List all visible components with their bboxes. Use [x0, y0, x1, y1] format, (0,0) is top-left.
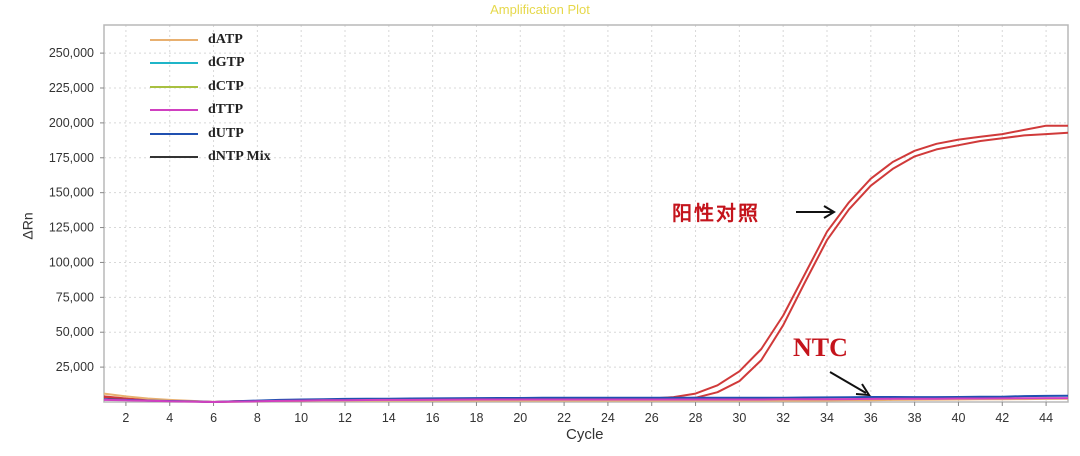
svg-text:16: 16 [426, 411, 440, 425]
svg-text:34: 34 [820, 411, 834, 425]
svg-text:30: 30 [732, 411, 746, 425]
svg-text:32: 32 [776, 411, 790, 425]
svg-text:28: 28 [689, 411, 703, 425]
svg-text:40: 40 [952, 411, 966, 425]
x-axis-label: Cycle [566, 426, 604, 443]
legend-label: dTTP [208, 102, 244, 118]
svg-text:6: 6 [210, 411, 217, 425]
legend-swatch [150, 156, 198, 159]
svg-text:8: 8 [254, 411, 261, 425]
svg-text:25,000: 25,000 [56, 360, 94, 374]
svg-text:38: 38 [908, 411, 922, 425]
svg-text:42: 42 [995, 411, 1009, 425]
svg-text:100,000: 100,000 [49, 255, 94, 269]
annotation-ntc: NTC [793, 333, 848, 362]
svg-text:24: 24 [601, 411, 615, 425]
svg-text:150,000: 150,000 [49, 186, 94, 200]
annotation-positive-control: 阳性对照 [672, 201, 760, 225]
legend-swatch [150, 85, 198, 88]
x-axis-ticks: 2 4 6 8 10 12 14 16 18 20 22 24 26 28 30 32 34 36 38 40 42 44 [122, 402, 1053, 425]
data-series [103, 124, 1069, 403]
legend-item-datp: dATP [150, 28, 271, 52]
legend: dATP dGTP dCTP dTTP dUTP dNTP Mix [150, 28, 271, 169]
legend-swatch [150, 109, 198, 112]
legend-label: dUTP [208, 125, 244, 141]
svg-text:175,000: 175,000 [49, 151, 94, 165]
legend-item-dutp: dUTP [150, 122, 271, 146]
legend-item-dttp: dTTP [150, 99, 271, 123]
chart-title: Amplification Plot [490, 2, 590, 17]
legend-swatch [150, 132, 198, 135]
legend-label: dNTP Mix [208, 149, 271, 165]
grid-lines [104, 25, 1068, 402]
svg-text:44: 44 [1039, 411, 1053, 425]
legend-label: dATP [208, 31, 243, 47]
svg-text:75,000: 75,000 [56, 290, 94, 304]
legend-item-dgtp: dGTP [150, 52, 271, 76]
svg-text:22: 22 [557, 411, 571, 425]
svg-text:4: 4 [166, 411, 173, 425]
legend-swatch [150, 38, 198, 41]
svg-text:36: 36 [864, 411, 878, 425]
legend-item-dctp: dCTP [150, 75, 271, 99]
svg-text:20: 20 [513, 411, 527, 425]
arrow-positive-control [796, 205, 836, 219]
legend-swatch [150, 62, 198, 65]
legend-label: dCTP [208, 78, 244, 94]
y-axis-ticks: 25,000 50,000 75,000 100,000 125,000 150,000 1… [49, 46, 104, 374]
y-axis-label: ΔRn [19, 212, 36, 240]
svg-text:125,000: 125,000 [49, 221, 94, 235]
svg-text:14: 14 [382, 411, 396, 425]
legend-label: dGTP [208, 55, 245, 71]
plot-area-border [103, 24, 1069, 403]
svg-text:18: 18 [470, 411, 484, 425]
arrow-ntc [829, 371, 871, 397]
svg-text:200,000: 200,000 [49, 116, 94, 130]
svg-text:50,000: 50,000 [56, 325, 94, 339]
svg-text:26: 26 [645, 411, 659, 425]
svg-text:2: 2 [122, 411, 129, 425]
svg-text:10: 10 [294, 411, 308, 425]
legend-item-dntp-mix: dNTP Mix [150, 146, 271, 170]
svg-text:12: 12 [338, 411, 352, 425]
svg-text:225,000: 225,000 [49, 81, 94, 95]
svg-text:250,000: 250,000 [49, 46, 94, 60]
